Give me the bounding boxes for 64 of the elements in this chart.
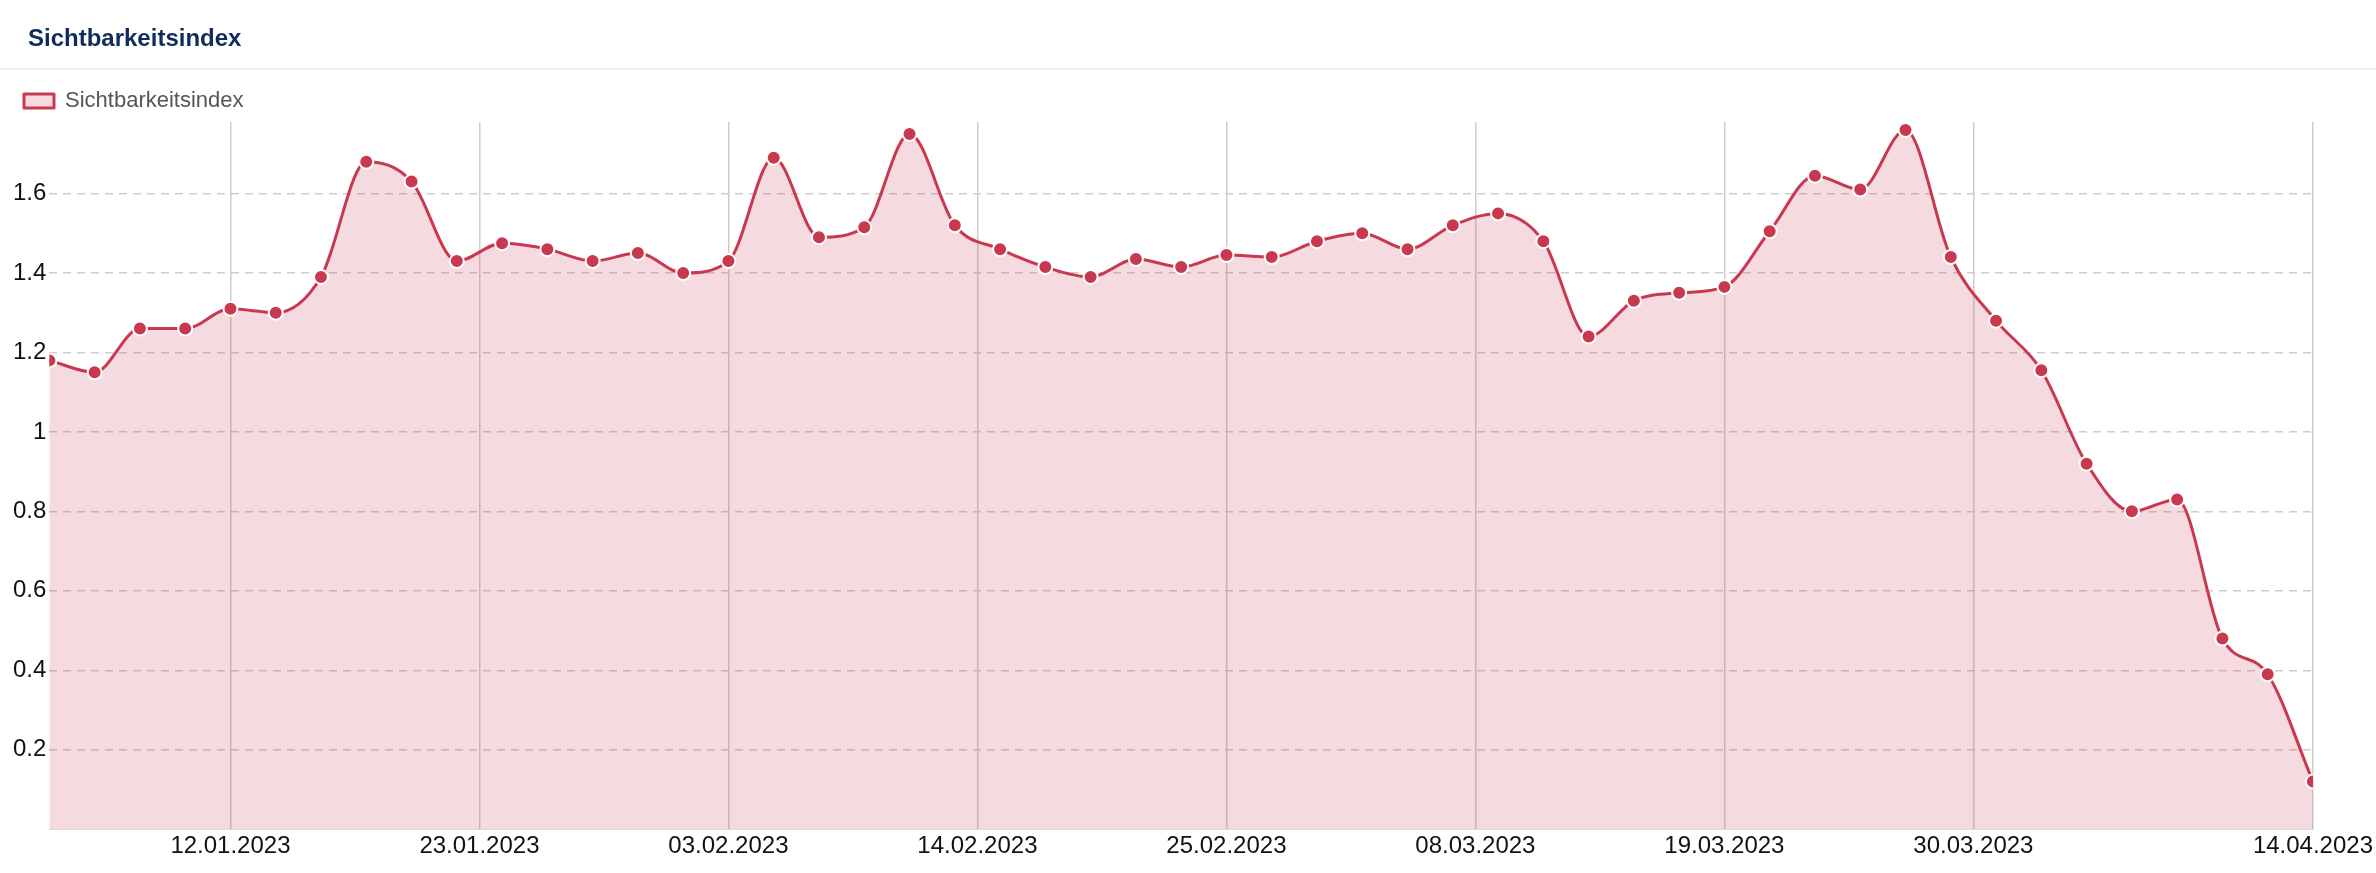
point <box>1354 225 1371 242</box>
x-tick-label: 14.02.2023 <box>917 831 1038 859</box>
point <box>1897 122 1914 138</box>
point <box>494 235 511 252</box>
point <box>1263 249 1280 266</box>
point <box>86 364 103 381</box>
point <box>1490 205 1507 222</box>
point <box>629 245 646 262</box>
point <box>1671 284 1688 301</box>
point <box>1127 251 1144 268</box>
point <box>946 217 963 234</box>
point <box>1580 328 1597 345</box>
point <box>1761 223 1778 240</box>
x-tick-label: 12.01.2023 <box>170 831 291 859</box>
point <box>1988 312 2005 329</box>
x-tick-label: 25.02.2023 <box>1166 831 1287 859</box>
point <box>2033 362 2050 379</box>
point <box>539 241 556 258</box>
point <box>584 253 601 270</box>
y-tick-label: 1.6 <box>12 178 47 206</box>
x-tick-label: 30.03.2023 <box>1913 831 2034 859</box>
point <box>1399 241 1416 258</box>
x-tick-label: 03.02.2023 <box>668 831 789 859</box>
point <box>267 304 284 321</box>
point <box>403 173 420 190</box>
legend-label: Sichtbarkeitsindex <box>65 87 244 113</box>
y-tick-label: 0.4 <box>12 654 47 682</box>
point <box>1444 217 1461 234</box>
point <box>765 149 782 166</box>
point <box>2078 455 2095 472</box>
y-tick-label: 1.2 <box>12 337 47 365</box>
point <box>720 253 737 270</box>
point <box>992 241 1009 258</box>
x-tick-label: 19.03.2023 <box>1664 831 1785 859</box>
y-tick-label: 0.2 <box>12 734 47 762</box>
point <box>1852 181 1869 198</box>
point <box>1716 278 1733 295</box>
chart-title: Sichtbarkeitsindex <box>0 0 2376 70</box>
point <box>1625 292 1642 309</box>
point <box>448 253 465 270</box>
point <box>358 153 375 170</box>
x-tick-label: 23.01.2023 <box>419 831 540 859</box>
point <box>2123 503 2140 520</box>
point <box>1218 247 1235 264</box>
point <box>1535 233 1552 250</box>
point <box>1173 259 1190 276</box>
point <box>1942 249 1959 266</box>
point <box>1037 259 1054 276</box>
y-tick-label: 1 <box>33 416 47 444</box>
y-tick-label: 1.4 <box>12 257 47 285</box>
y-tick-label: 0.8 <box>12 495 47 523</box>
point <box>1806 167 1823 184</box>
point <box>1308 233 1325 250</box>
x-tick-label: 14.04.2023 <box>2252 831 2373 859</box>
point <box>177 320 194 337</box>
point <box>131 320 148 337</box>
point <box>2169 491 2186 508</box>
point <box>810 229 827 246</box>
point <box>2259 666 2276 683</box>
point <box>856 219 873 236</box>
point <box>2214 630 2231 647</box>
point <box>222 300 239 317</box>
y-tick-label: 0.6 <box>12 575 47 603</box>
x-tick-label: 08.03.2023 <box>1415 831 1536 859</box>
